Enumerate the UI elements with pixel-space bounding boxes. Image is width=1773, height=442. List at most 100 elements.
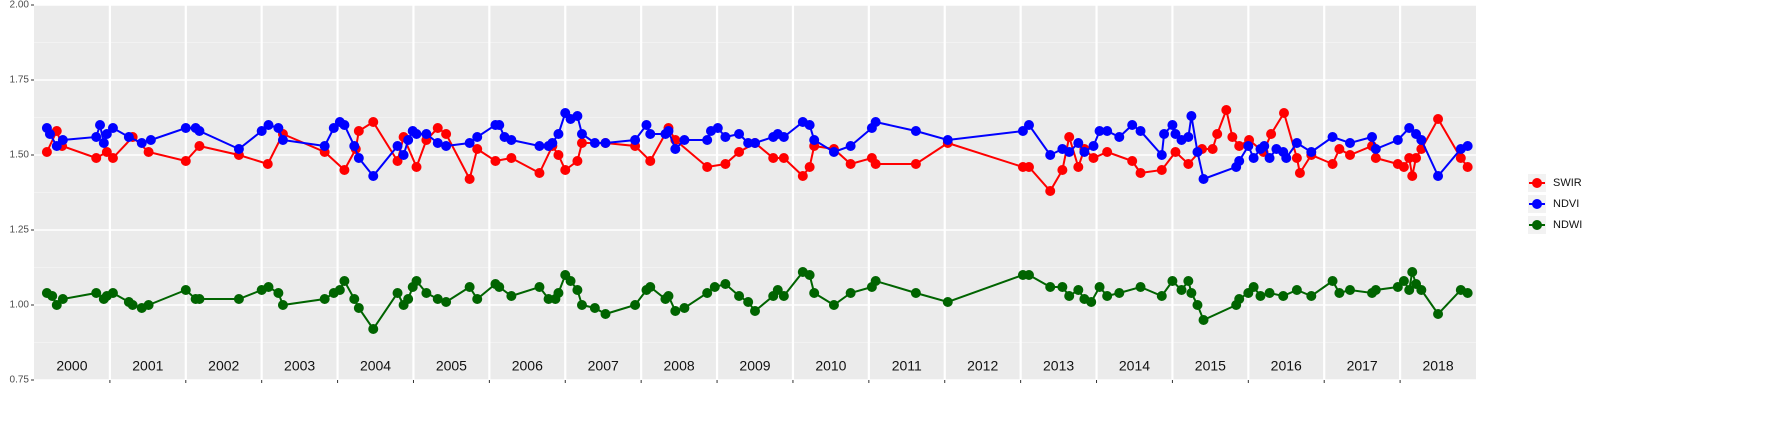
data-point [339,120,350,130]
data-point [534,282,545,292]
data-point [1259,141,1270,151]
data-point [41,147,52,157]
data-point [494,120,505,130]
data-point [1170,147,1181,157]
data-point [44,129,55,139]
data-point [750,138,760,148]
data-point [1057,282,1068,292]
data-point [57,135,68,145]
data-point [1064,291,1075,301]
data-point [1156,165,1167,175]
data-point [143,300,154,310]
data-point [1291,153,1302,163]
data-point [942,135,953,145]
data-point [349,294,360,304]
data-point [319,141,330,151]
y-tick-label: 1.25 [10,225,30,236]
data-point [472,294,483,304]
data-point [1433,114,1444,124]
data-point [180,285,191,295]
data-point [91,153,102,163]
data-point [1327,276,1338,286]
data-point [494,282,505,292]
data-point [845,141,856,151]
data-point [1227,132,1238,142]
data-point [1183,276,1194,286]
data-point [1127,120,1138,130]
data-point [1278,108,1289,118]
data-point [432,123,443,133]
data-point [101,147,112,157]
data-point [51,141,62,151]
data-point [1057,165,1068,175]
data-point [743,138,754,148]
data-point [1088,141,1099,151]
data-point [1045,186,1056,196]
data-point [1221,105,1232,115]
data-point [572,111,583,121]
data-point [1398,276,1409,286]
data-point [136,138,147,148]
data-point [95,120,106,130]
data-point [1334,144,1345,154]
data-point [565,276,576,286]
year-label: 2009 [739,358,770,374]
data-point [1407,171,1418,181]
data-point [600,309,611,319]
data-point [1102,147,1113,157]
year-label: 2006 [512,358,543,374]
data-point [553,288,564,298]
data-point [534,168,545,178]
data-point [1370,153,1381,163]
legend-marker [1532,199,1542,209]
data-point [123,132,134,142]
data-point [432,294,443,304]
data-point [472,132,483,142]
data-point [145,135,156,145]
data-point [1327,159,1338,169]
data-point [353,126,364,136]
data-point [845,159,856,169]
data-point [804,162,815,172]
data-point [870,117,881,127]
year-label: 2007 [588,358,619,374]
data-point [702,135,713,145]
year-label: 2001 [132,358,163,374]
data-point [809,288,820,298]
data-point [432,138,443,148]
data-point [441,129,452,139]
data-point [1073,285,1084,295]
data-point [679,135,690,145]
data-point [398,150,409,160]
data-point [1234,294,1245,304]
data-point [870,276,881,286]
data-point [472,144,483,154]
data-point [804,120,815,130]
data-point [870,159,881,169]
data-point [1135,168,1146,178]
data-point [1294,168,1305,178]
data-point [734,291,745,301]
data-point [1411,153,1422,163]
data-point [1345,150,1356,160]
data-point [263,120,274,130]
data-point [702,288,713,298]
data-point [403,135,414,145]
data-point [1017,126,1028,136]
legend-label: SWIR [1553,177,1582,189]
data-point [910,126,921,136]
data-point [233,144,244,154]
data-point [421,129,432,139]
year-label: 2002 [208,358,239,374]
data-point [273,123,284,133]
data-point [670,144,681,154]
data-point [1462,288,1473,298]
data-point [1264,288,1275,298]
data-point [645,282,656,292]
data-point [262,159,273,169]
data-point [392,141,403,151]
data-point [334,285,345,295]
data-point [1023,120,1034,130]
year-label: 2010 [815,358,846,374]
data-point [411,276,422,286]
